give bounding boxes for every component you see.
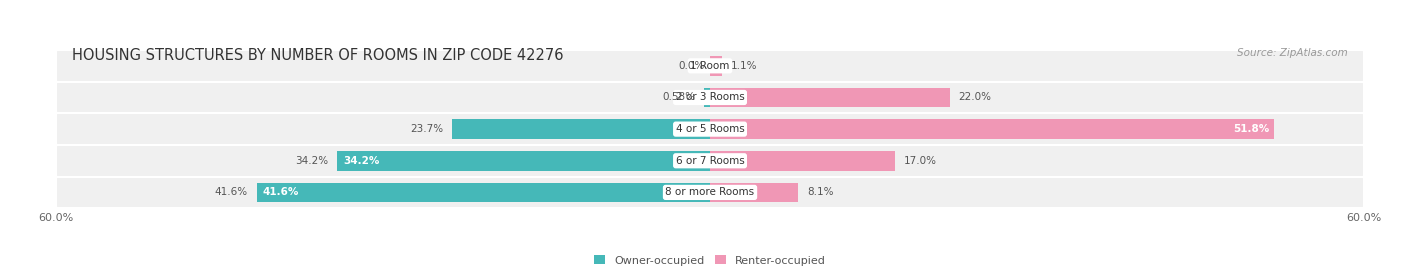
Bar [337, 151, 710, 171]
Text: 6 or 7 Rooms: 6 or 7 Rooms [676, 156, 744, 166]
Text: 0.0%: 0.0% [678, 61, 704, 71]
Bar [56, 82, 1364, 113]
Bar [56, 50, 1364, 82]
Text: 2 or 3 Rooms: 2 or 3 Rooms [676, 93, 744, 102]
Text: HOUSING STRUCTURES BY NUMBER OF ROOMS IN ZIP CODE 42276: HOUSING STRUCTURES BY NUMBER OF ROOMS IN… [72, 48, 564, 63]
Text: 41.6%: 41.6% [262, 187, 298, 197]
Bar [710, 183, 799, 202]
Text: 8 or more Rooms: 8 or more Rooms [665, 187, 755, 197]
Text: 22.0%: 22.0% [959, 93, 991, 102]
Bar [451, 119, 710, 139]
Text: 4 or 5 Rooms: 4 or 5 Rooms [676, 124, 744, 134]
Text: 0.58%: 0.58% [662, 93, 695, 102]
Text: 51.8%: 51.8% [1233, 124, 1270, 134]
Bar [710, 119, 1274, 139]
Text: 34.2%: 34.2% [295, 156, 329, 166]
Text: 8.1%: 8.1% [807, 187, 834, 197]
Text: 17.0%: 17.0% [904, 156, 936, 166]
Bar [704, 88, 710, 107]
Text: 1 Room: 1 Room [690, 61, 730, 71]
Bar [710, 88, 950, 107]
Bar [56, 145, 1364, 176]
Bar [257, 183, 710, 202]
Legend: Owner-occupied, Renter-occupied: Owner-occupied, Renter-occupied [593, 256, 827, 266]
Text: 41.6%: 41.6% [215, 187, 247, 197]
Text: 23.7%: 23.7% [411, 124, 443, 134]
Text: 1.1%: 1.1% [731, 61, 758, 71]
Bar [56, 113, 1364, 145]
Bar [710, 56, 723, 76]
Text: Source: ZipAtlas.com: Source: ZipAtlas.com [1237, 48, 1348, 58]
Bar [56, 176, 1364, 208]
Text: 34.2%: 34.2% [343, 156, 380, 166]
Bar [710, 151, 896, 171]
